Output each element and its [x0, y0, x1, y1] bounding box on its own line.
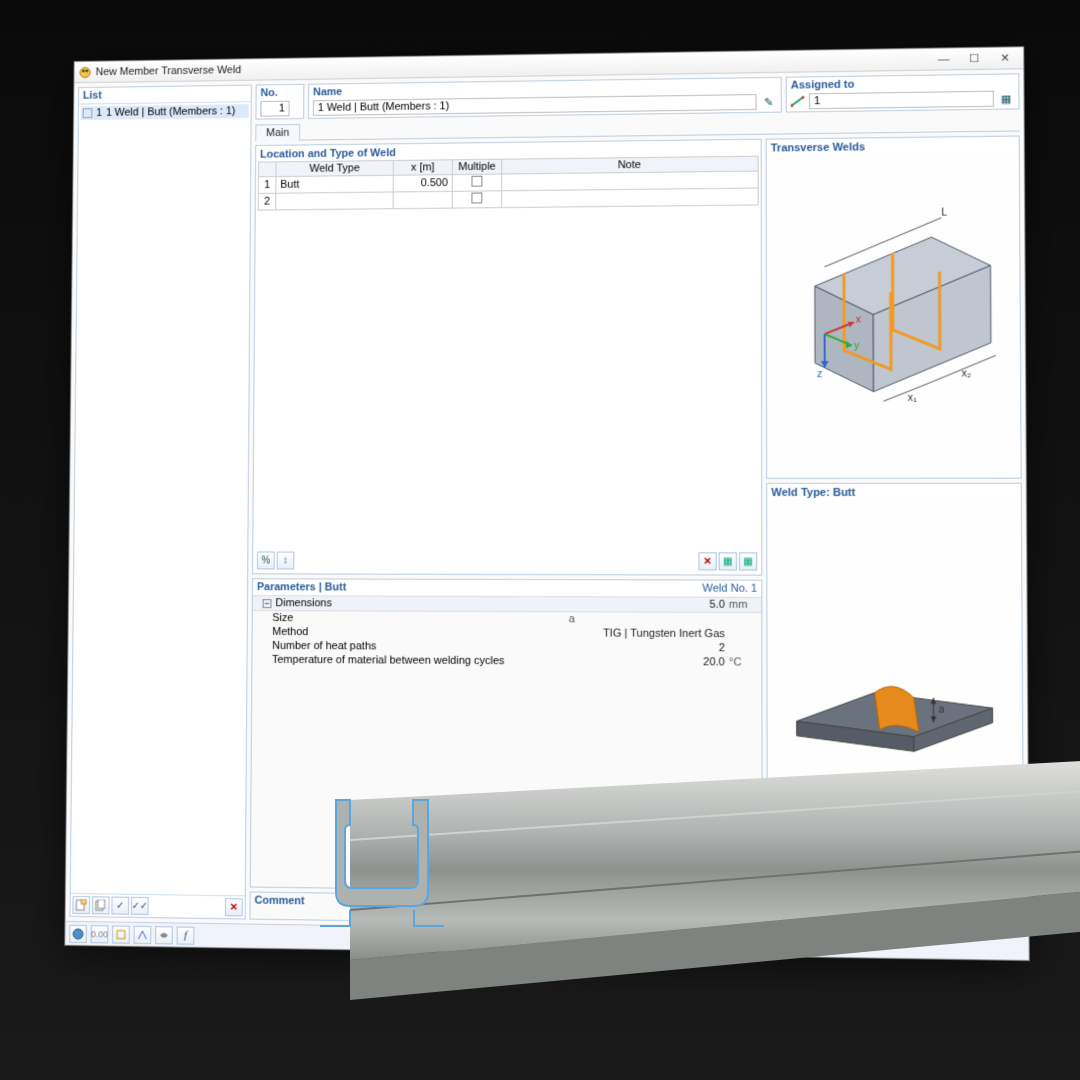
comment-label: Comment: [255, 895, 758, 914]
name-field-group: Name ✎: [308, 77, 782, 119]
weld-multiple-cell[interactable]: [452, 191, 501, 208]
param-key: Method: [258, 626, 559, 639]
transverse-diagram-group: Transverse Welds L: [766, 135, 1022, 478]
svg-text:a: a: [938, 704, 944, 715]
toolbar-btn-3[interactable]: [112, 925, 130, 943]
svg-text:z: z: [817, 369, 822, 380]
assigned-label: Assigned to: [791, 76, 1014, 91]
weld-th-row: [258, 162, 276, 177]
checkbox-icon: [471, 176, 482, 187]
list-item-seq: 1: [96, 107, 102, 119]
assigned-field-group: Assigned to ▦: [786, 73, 1020, 112]
param-val: 2: [584, 641, 725, 654]
param-key: Number of heat paths: [258, 640, 559, 654]
table-insert-button[interactable]: ▦: [719, 552, 737, 570]
table-append-button[interactable]: ▦: [739, 552, 757, 570]
assigned-pick-icon[interactable]: ▦: [998, 90, 1014, 106]
tab-main[interactable]: Main: [255, 124, 300, 141]
percent-button[interactable]: %: [257, 552, 275, 570]
weld-th-type: Weld Type: [276, 161, 393, 177]
no-label: No.: [260, 87, 299, 99]
svg-text:x: x: [856, 314, 862, 325]
weld-table: Weld Type x [m] Multiple Note 1 Butt 0.5…: [258, 156, 759, 211]
sort-button[interactable]: ↕: [277, 552, 295, 570]
no-field-group: No.: [255, 84, 304, 120]
minimize-button[interactable]: —: [929, 51, 958, 67]
param-val: 20.0: [584, 656, 725, 669]
list-panel: List 1 1 Weld | Butt (Members : 1) ✓ ✓✓ …: [69, 85, 251, 920]
param-group-label: Dimensions: [275, 597, 332, 609]
weld-row-num: 1: [258, 177, 276, 194]
window-title: New Member Transverse Weld: [96, 64, 242, 78]
svg-text:y: y: [854, 341, 860, 352]
name-edit-icon[interactable]: ✎: [761, 94, 777, 110]
list-item-checkbox-icon: [83, 108, 93, 118]
param-key: Size: [259, 612, 560, 625]
param-unit: [725, 614, 755, 626]
assigned-input[interactable]: [809, 91, 994, 110]
maximize-button[interactable]: ☐: [960, 50, 989, 66]
parameters-title: Parameters | Butt: [257, 581, 347, 593]
toolbar-btn-5[interactable]: [155, 926, 173, 944]
member-icon: [791, 95, 805, 107]
app-icon: [78, 65, 92, 79]
list-check-all-button[interactable]: ✓✓: [131, 897, 149, 915]
weld-th-multiple: Multiple: [452, 159, 501, 174]
toolbar-btn-1[interactable]: [69, 924, 87, 942]
list-check-button[interactable]: ✓: [111, 897, 129, 915]
svg-text:L: L: [941, 208, 947, 219]
no-input[interactable]: [260, 101, 289, 117]
param-unit: °C: [725, 656, 755, 668]
checkbox-icon: [471, 192, 482, 203]
weld-x-cell[interactable]: 0.500: [393, 175, 452, 192]
weld-note-cell[interactable]: [502, 188, 759, 208]
butt-weld-diagram: a: [787, 651, 1003, 775]
close-button[interactable]: ✕: [991, 50, 1020, 66]
svg-text:x₂: x₂: [962, 369, 972, 380]
list-new-button[interactable]: [72, 896, 90, 914]
weld-multiple-cell[interactable]: [452, 174, 501, 191]
param-group-value: 5.0: [584, 598, 725, 611]
svg-text:x₁: x₁: [908, 393, 918, 404]
param-key: Temperature of material between welding …: [258, 654, 559, 668]
list-copy-button[interactable]: [92, 896, 110, 914]
transverse-diagram: L x₁ x₂ x y z: [776, 163, 1012, 466]
weld-x-cell[interactable]: [393, 191, 452, 208]
toolbar-btn-zoom[interactable]: 0.00: [91, 925, 109, 943]
param-sym: a: [560, 613, 584, 625]
param-group-unit: mm: [725, 599, 755, 611]
weld-th-x: x [m]: [393, 160, 452, 175]
comment-group: Comment: [250, 891, 763, 927]
list-item[interactable]: 1 1 Weld | Butt (Members : 1): [81, 104, 249, 120]
param-val: [584, 613, 725, 626]
table-delete-button[interactable]: ✕: [699, 552, 717, 570]
weld-row-num: 2: [258, 193, 276, 210]
list-item-label: 1 Weld | Butt (Members : 1): [106, 105, 236, 118]
param-val: TIG | Tungsten Inert Gas: [584, 627, 725, 640]
weld-type-cell[interactable]: Butt: [276, 175, 393, 193]
weld-type-title: Weld Type: Butt: [769, 486, 1018, 500]
parameters-group: Parameters | Butt Weld No. 1 −Dimensions…: [250, 578, 763, 894]
dialog-window: New Member Transverse Weld — ☐ ✕ List 1 …: [64, 46, 1029, 961]
toolbar-btn-4[interactable]: [134, 925, 152, 943]
weld-type-cell[interactable]: [276, 192, 393, 210]
list-delete-button[interactable]: ✕: [225, 898, 243, 916]
weld-type-diagram-group: Weld Type: Butt a: [766, 483, 1024, 931]
toolbar-btn-6[interactable]: f: [177, 926, 195, 944]
tree-collapse-icon[interactable]: −: [263, 599, 272, 608]
parameters-weld-no: Weld No. 1: [702, 583, 757, 595]
location-group: Location and Type of Weld Weld Type x [m…: [252, 139, 762, 576]
